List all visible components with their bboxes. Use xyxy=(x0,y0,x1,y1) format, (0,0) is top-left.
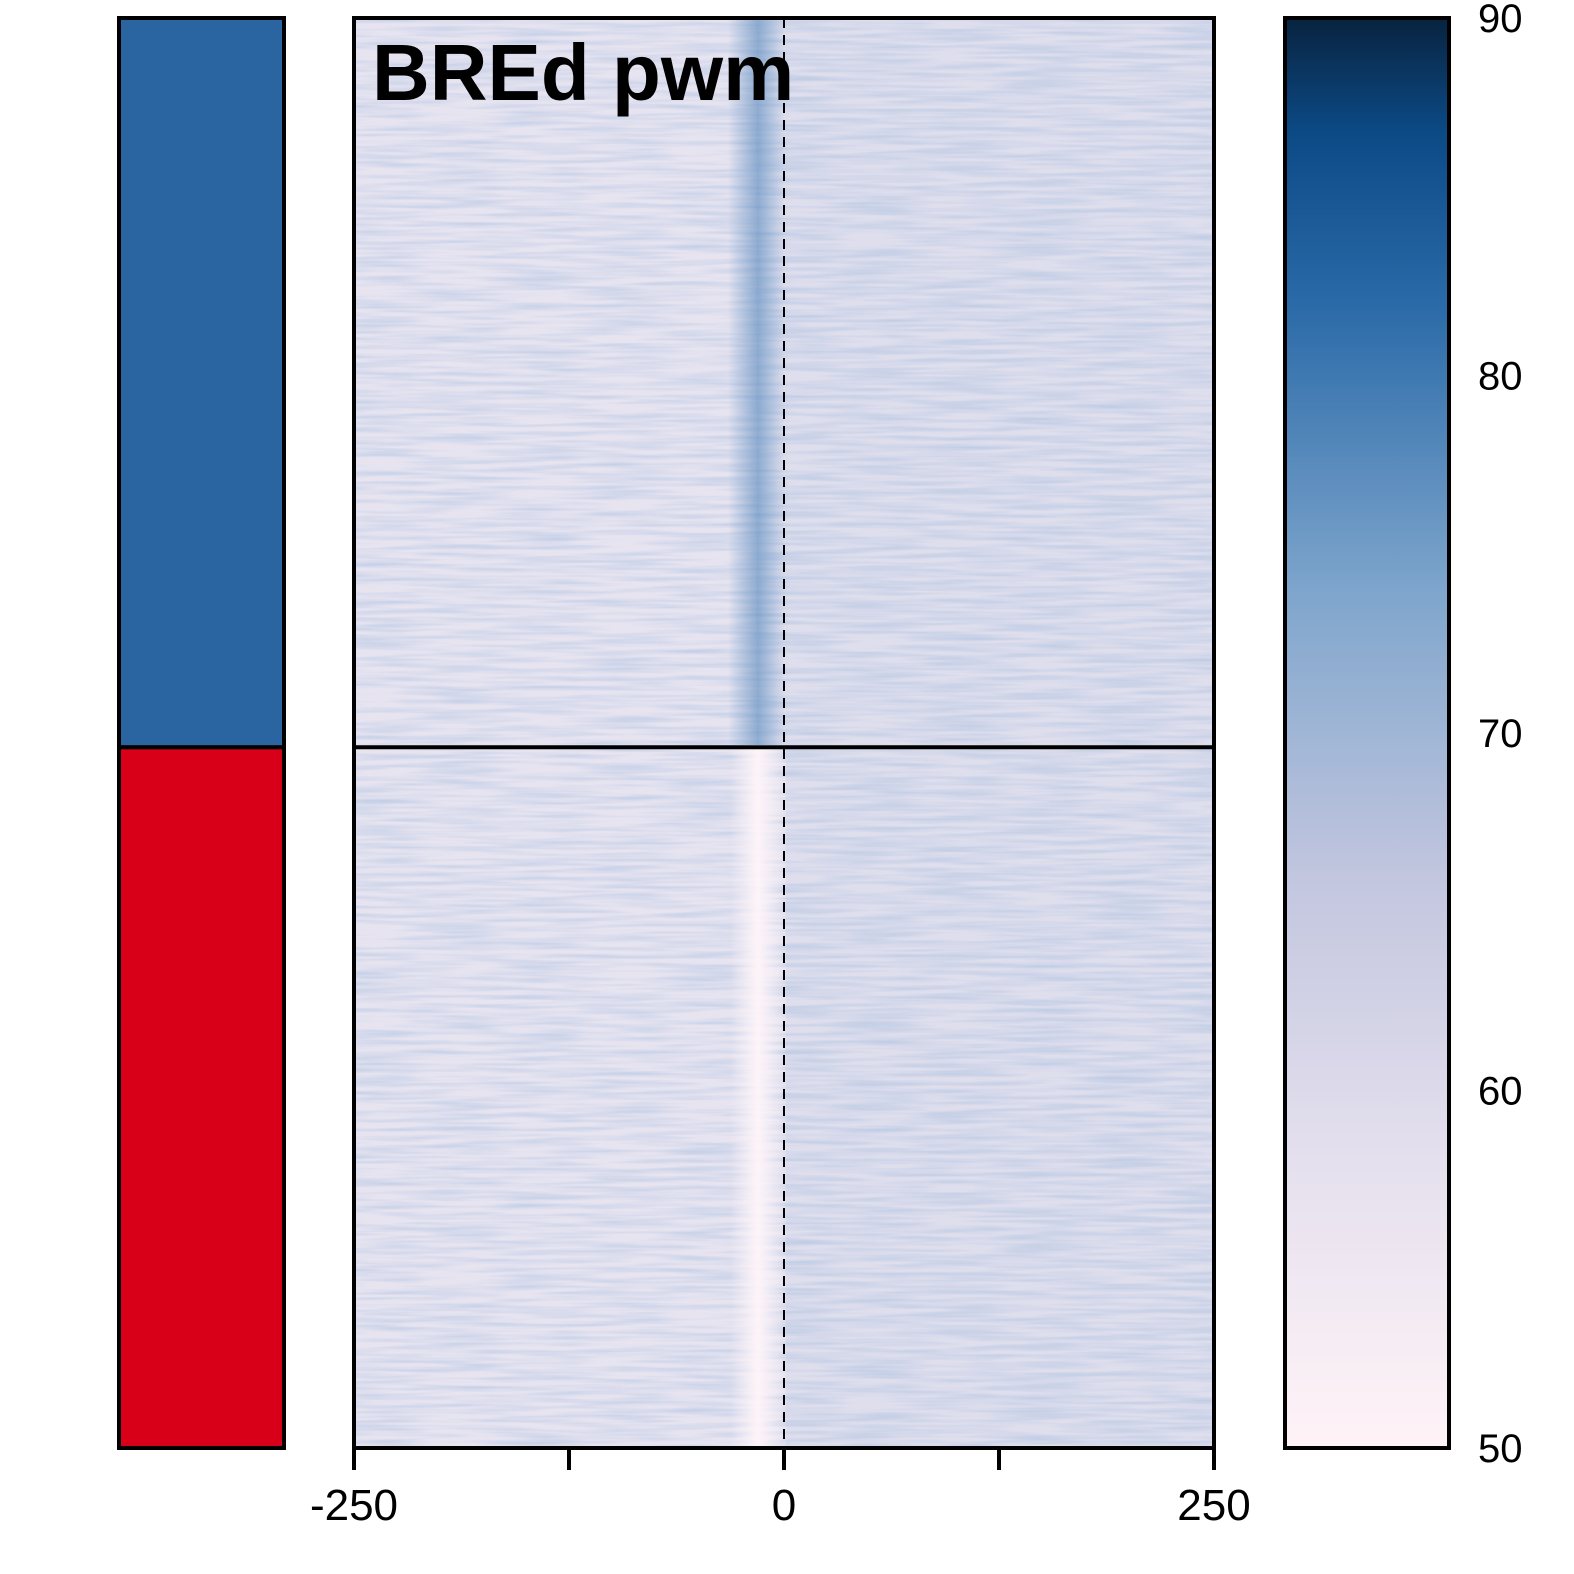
colorbar-tick-label: 80 xyxy=(1478,355,1523,399)
colorbar-gradient xyxy=(1285,18,1449,1448)
x-tick-label: 250 xyxy=(1177,1481,1250,1530)
x-axis: -250 0 250 xyxy=(310,1446,1251,1530)
colorbar-tick-label: 60 xyxy=(1478,1070,1523,1114)
colorbar: 90 80 70 60 50 xyxy=(1283,0,1523,1471)
colorbar-tick-label: 90 xyxy=(1478,0,1523,41)
heatmap-right-shade xyxy=(786,18,1214,1448)
x-tick-label: 0 xyxy=(772,1481,796,1530)
colorbar-tick-label: 50 xyxy=(1478,1427,1523,1471)
group-block-1 xyxy=(117,16,286,750)
x-tick-label: -250 xyxy=(310,1481,398,1530)
group-block-2 xyxy=(117,745,286,1450)
group-sidebar xyxy=(117,16,286,1450)
colorbar-frame xyxy=(1283,16,1451,1450)
enrichment-band xyxy=(728,18,788,745)
depletion-band xyxy=(730,745,786,1448)
chart-title: BREd pwm xyxy=(372,28,794,117)
colorbar-tick-label: 70 xyxy=(1478,712,1523,756)
